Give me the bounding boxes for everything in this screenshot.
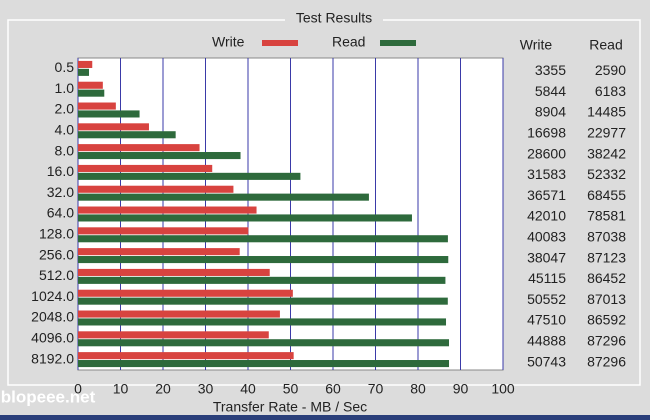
table-value: 28600 [527, 145, 566, 161]
table-value: 38242 [587, 145, 626, 161]
table-value: 16698 [527, 125, 566, 141]
table-value: 50552 [527, 291, 566, 307]
x-tick-label: 50 [283, 381, 299, 397]
bar [78, 123, 149, 131]
bar [78, 152, 241, 160]
x-tick-label: 60 [325, 381, 341, 397]
bar [78, 268, 270, 276]
x-tick-label: 80 [410, 381, 426, 397]
table-value: 50743 [527, 353, 566, 369]
table-value: 6183 [595, 83, 626, 99]
x-tick-label: 70 [368, 381, 384, 397]
table-value: 52332 [587, 166, 626, 182]
x-tick-label: 20 [155, 381, 171, 397]
x-tick-label: 40 [240, 381, 256, 397]
table-value: 47510 [527, 312, 566, 328]
bar [78, 256, 449, 264]
bar [78, 193, 369, 201]
bar [78, 68, 90, 76]
bar [78, 276, 446, 284]
bar [78, 144, 200, 152]
table-value: 87123 [587, 249, 626, 265]
table-value: 87013 [587, 291, 626, 307]
legend-swatch [380, 40, 416, 46]
bar [78, 185, 234, 193]
bar [78, 360, 450, 368]
table-value: 87296 [587, 353, 626, 369]
x-tick-label: 90 [453, 381, 469, 397]
bar [78, 131, 176, 139]
table-value: 86592 [587, 312, 626, 328]
y-tick-label: 0.5 [55, 59, 75, 75]
bar [78, 297, 448, 305]
bar [78, 81, 103, 89]
y-tick-label: 4.0 [55, 122, 75, 138]
y-tick-label: 128.0 [39, 226, 74, 242]
y-tick-label: 16.0 [47, 163, 74, 179]
table-value: 87038 [587, 229, 626, 245]
x-tick-label: 10 [113, 381, 129, 397]
table-value: 31583 [527, 166, 566, 182]
table-header: Read [589, 37, 622, 53]
table-value: 2590 [595, 62, 626, 78]
table-value: 45115 [528, 270, 566, 286]
bar [78, 331, 269, 339]
bar [78, 235, 448, 243]
x-tick-label: 100 [491, 381, 515, 397]
bar [78, 164, 213, 172]
bar [78, 352, 294, 360]
y-tick-label: 2048.0 [31, 309, 74, 325]
y-tick-label: 512.0 [39, 267, 74, 283]
x-tick-label: 30 [198, 381, 214, 397]
table-value: 44888 [527, 333, 566, 349]
legend-label: Read [332, 34, 365, 50]
table-value: 22977 [587, 125, 626, 141]
bar [78, 206, 257, 214]
table-value: 38047 [527, 249, 566, 265]
table-value: 68455 [587, 187, 626, 203]
bar [78, 289, 293, 297]
y-tick-label: 256.0 [39, 246, 74, 262]
table-value: 14485 [587, 104, 626, 120]
table-value: 36571 [527, 187, 566, 203]
y-tick-label: 1.0 [55, 80, 75, 96]
y-tick-label: 2.0 [55, 101, 75, 117]
table-value: 87296 [587, 333, 626, 349]
table-value: 3355 [535, 62, 566, 78]
bar [78, 339, 450, 347]
table-value: 42010 [527, 208, 566, 224]
watermark: blopeee.net [1, 387, 96, 406]
y-tick-label: 64.0 [47, 205, 74, 221]
table-value: 5844 [535, 83, 566, 99]
legend-label: Write [212, 34, 245, 50]
bar [78, 60, 93, 68]
table-value: 8904 [535, 104, 566, 120]
chart-title: Test Results [296, 10, 372, 26]
bar [78, 102, 116, 110]
y-tick-label: 4096.0 [31, 330, 74, 346]
bar [78, 227, 249, 235]
y-tick-label: 1024.0 [31, 288, 74, 304]
bar [78, 310, 280, 318]
legend-swatch [262, 40, 298, 46]
table-header: Write [520, 37, 553, 53]
bar [78, 110, 140, 118]
title-backdrop [285, 10, 383, 30]
y-tick-label: 8192.0 [31, 350, 74, 366]
x-tick-label: 0 [74, 381, 82, 397]
bar [78, 214, 412, 222]
y-tick-label: 8.0 [55, 142, 75, 158]
bar [78, 248, 240, 256]
table-value: 78581 [587, 208, 626, 224]
bar [78, 89, 105, 97]
y-tick-label: 32.0 [47, 184, 74, 200]
bar [78, 318, 447, 326]
bar [78, 172, 301, 180]
table-value: 86452 [587, 270, 626, 286]
x-axis-title: Transfer Rate - MB / Sec [213, 399, 367, 415]
table-value: 40083 [527, 229, 566, 245]
